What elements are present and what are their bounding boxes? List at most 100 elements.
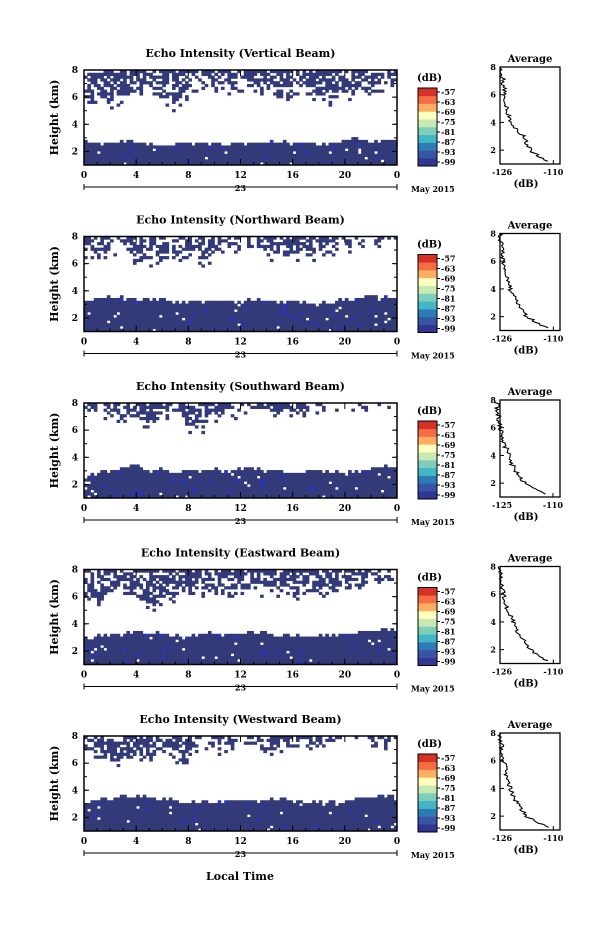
heatmap-cell <box>351 481 356 485</box>
heatmap-cell <box>295 303 300 307</box>
heatmap-cell <box>253 162 258 166</box>
heatmap-cell <box>201 264 206 268</box>
heatmap-cell <box>110 323 114 327</box>
heatmap-cell <box>390 81 395 85</box>
heatmap-cell <box>145 151 150 155</box>
heatmap-cell <box>152 484 157 488</box>
heatmap-cell <box>387 325 391 330</box>
heatmap-cell <box>227 75 232 79</box>
heatmap-cell <box>335 311 339 316</box>
heatmap-cell <box>370 89 375 93</box>
heatmap-cell <box>308 83 313 88</box>
heatmap-cell <box>188 83 192 88</box>
heatmap-cell <box>367 75 372 79</box>
heatmap-cell <box>152 577 157 582</box>
heatmap-cell <box>188 481 192 485</box>
heatmap-cell <box>217 481 222 485</box>
heatmap-cell <box>312 478 316 482</box>
heatmap-cell <box>227 586 232 590</box>
heatmap-cell <box>302 311 307 316</box>
heatmap-cell <box>162 303 166 307</box>
heatmap-cell <box>142 306 147 310</box>
heatmap-cell <box>224 642 228 646</box>
heatmap-cell <box>194 472 199 477</box>
heatmap-cell <box>224 300 228 304</box>
heatmap-cell <box>158 75 163 79</box>
heatmap-cell <box>136 320 140 324</box>
heatmap-cell <box>123 577 127 582</box>
heatmap-cell <box>87 95 91 99</box>
heatmap-cell <box>289 239 294 243</box>
heatmap-cell <box>119 472 124 477</box>
heatmap-cell <box>266 300 271 304</box>
heatmap-cell <box>172 481 176 485</box>
heatmap-cell <box>113 317 117 321</box>
heatmap-cell <box>335 162 339 166</box>
heatmap-cell <box>364 328 369 332</box>
heatmap-cell <box>247 239 251 243</box>
heatmap-cell <box>191 478 196 482</box>
heatmap-cell <box>243 470 248 474</box>
heatmap-cell <box>393 72 398 76</box>
heatmap-cell <box>175 486 179 491</box>
heatmap-cell <box>132 244 137 249</box>
heatmap-cell <box>178 236 183 240</box>
heatmap-cell <box>263 472 267 477</box>
heatmap-cell <box>233 478 238 482</box>
heatmap-cell <box>84 580 88 584</box>
heatmap-cell <box>181 403 186 407</box>
heatmap-cell <box>129 239 134 243</box>
heatmap-cell <box>240 575 245 579</box>
heatmap-cell <box>220 644 225 649</box>
heatmap-cell <box>103 303 108 307</box>
heatmap-cell <box>116 78 121 82</box>
heatmap-cell <box>185 572 189 576</box>
colorbar-tick-label: -63 <box>441 264 456 274</box>
heatmap-cell <box>211 250 215 254</box>
heatmap-cell <box>198 314 202 318</box>
heatmap-cell <box>387 467 391 471</box>
heatmap-cell <box>113 86 117 90</box>
heatmap-cell <box>299 242 303 246</box>
heatmap-cell <box>354 300 359 304</box>
heatmap-cell <box>377 309 382 313</box>
heatmap-cell <box>149 159 153 163</box>
heatmap-cell <box>325 78 329 82</box>
heatmap-cell <box>201 72 206 76</box>
heatmap-cell <box>106 644 111 649</box>
heatmap-cell <box>158 156 163 160</box>
heatmap-cell <box>289 414 294 418</box>
heatmap-cell <box>351 162 356 166</box>
heatmap-cell <box>188 242 192 246</box>
heatmap-cell <box>312 311 316 316</box>
heatmap-cell <box>387 162 391 166</box>
heatmap-cell <box>178 639 183 643</box>
heatmap-cell <box>286 478 290 482</box>
heatmap-cell <box>113 572 117 576</box>
heatmap-cell <box>361 297 365 302</box>
heatmap-cell <box>260 151 264 155</box>
colorbar-tick-label: -75 <box>441 450 455 460</box>
heatmap-cell <box>266 495 271 499</box>
heatmap-cell <box>227 325 232 330</box>
colorbar-tick-label: -99 <box>441 324 456 334</box>
heatmap-cell <box>328 86 333 90</box>
heatmap-cell <box>295 489 300 493</box>
heatmap-cell <box>181 303 186 307</box>
heatmap-cell <box>211 78 215 82</box>
heatmap-cell <box>315 323 320 327</box>
heatmap-cell <box>308 151 313 155</box>
heatmap-cell <box>220 86 225 90</box>
heatmap-cell <box>305 475 310 479</box>
heatmap-cell <box>308 156 313 160</box>
heatmap-cell <box>361 481 365 485</box>
heatmap-cell <box>198 317 202 321</box>
heatmap-cell <box>286 75 290 79</box>
heatmap-cell <box>348 156 352 160</box>
heatmap-cell <box>315 314 320 318</box>
heatmap-cell <box>220 309 225 313</box>
heatmap-cell <box>240 484 245 488</box>
heatmap-cell <box>299 492 303 496</box>
heatmap-cell <box>165 484 170 488</box>
heatmap-cell <box>214 633 219 637</box>
